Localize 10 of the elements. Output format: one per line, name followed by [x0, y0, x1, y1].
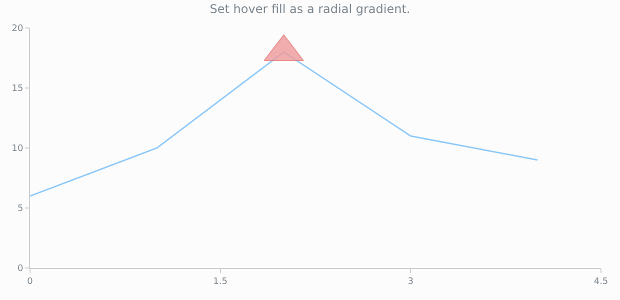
y-tick-label: 10 [12, 144, 24, 154]
x-tick-label: 3 [408, 276, 414, 287]
y-tick-label: 15 [12, 84, 24, 94]
x-tick-label: 4.5 [594, 276, 608, 287]
x-tick-label: 1.5 [213, 276, 228, 287]
chart-title: Set hover fill as a radial gradient. [210, 2, 410, 16]
y-tick-label: 5 [17, 204, 24, 214]
y-tick-label: 20 [12, 24, 24, 34]
y-tick-label: 0 [17, 264, 24, 274]
x-tick-label: 0 [27, 276, 34, 287]
